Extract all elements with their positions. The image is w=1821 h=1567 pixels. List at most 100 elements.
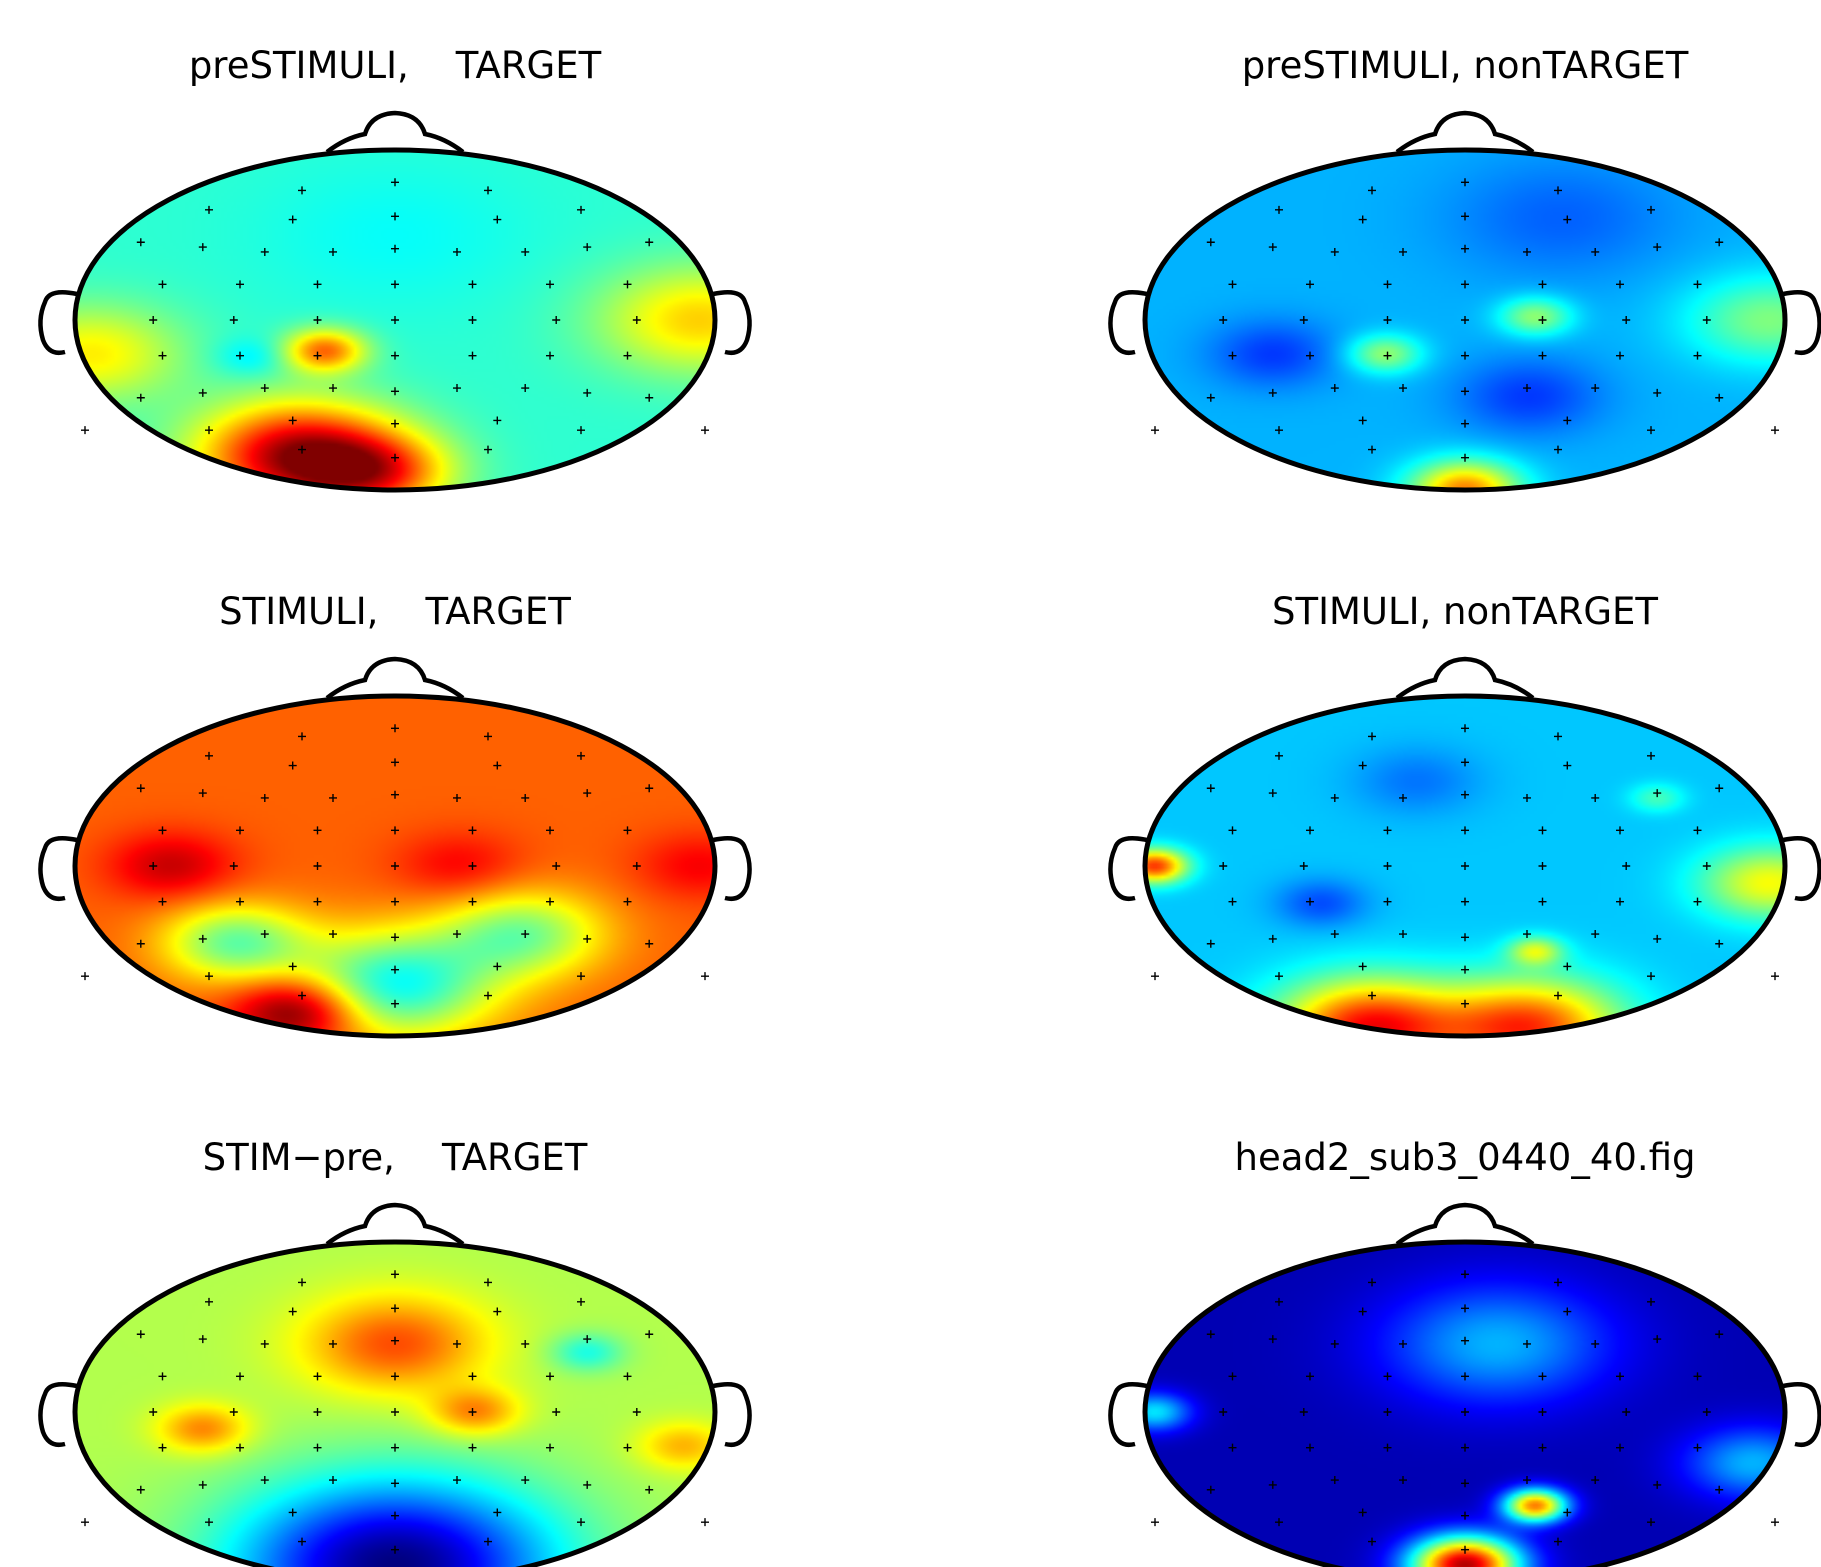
electrode-marker: [632, 1408, 641, 1416]
electrode-marker: [1538, 1408, 1547, 1416]
electrode-marker: [1275, 205, 1283, 214]
electrode-marker: [1653, 1335, 1662, 1344]
electrode-marker: [1358, 1508, 1367, 1517]
electrode-marker: [1538, 897, 1547, 906]
electrode-marker: [1693, 897, 1702, 906]
electrode-marker: [1693, 1443, 1702, 1452]
electrode-marker: [1461, 1304, 1469, 1313]
right-ear-outline: [712, 290, 752, 355]
electrode-marker: [149, 862, 158, 870]
electrode-marker: [1228, 897, 1237, 906]
electrode-marker: [236, 1372, 244, 1381]
electrode-marker: [1647, 972, 1655, 981]
electrode-marker: [136, 1330, 145, 1339]
electrode-marker: [1330, 1476, 1339, 1485]
electrode-marker: [1268, 243, 1277, 252]
electrode-marker: [81, 972, 89, 981]
head-map: [1108, 1202, 1821, 1567]
electrode-marker: [1206, 1330, 1215, 1339]
electrode-marker: [521, 1476, 530, 1485]
electrode-marker: [623, 351, 632, 360]
electrode-marker: [1461, 862, 1469, 870]
electrode-marker: [1306, 280, 1314, 289]
electrode-marker: [298, 1278, 306, 1287]
electrode-marker: [81, 426, 89, 435]
electrode-marker: [1538, 1443, 1547, 1452]
electrode-marker: [484, 445, 492, 454]
electrode-marker: [1622, 1408, 1631, 1416]
electrode-marker: [1554, 991, 1562, 1000]
electrode-marker: [236, 280, 244, 289]
electrode-marker: [1461, 897, 1469, 906]
electrode-marker: [521, 793, 530, 802]
electrode-marker: [1268, 1480, 1277, 1489]
head-map: [38, 656, 752, 1039]
electrode-marker: [1702, 862, 1711, 870]
electrode-marker: [1151, 426, 1159, 435]
electrode-marker: [1616, 826, 1624, 835]
electrode-marker: [391, 1270, 399, 1279]
electrode-marker: [623, 1443, 632, 1452]
electrode-marker: [1219, 316, 1228, 324]
electrode-marker: [391, 1408, 399, 1416]
electrode-marker: [313, 826, 322, 835]
electrode-marker: [298, 445, 306, 454]
electrode-marker: [260, 1339, 269, 1348]
electrode-marker: [288, 1307, 297, 1316]
panel-title: STIMULI, TARGET: [219, 590, 571, 633]
electrode-marker: [484, 186, 492, 195]
electrode-marker: [552, 1408, 561, 1416]
electrode-marker: [158, 826, 167, 835]
electrode-marker: [1461, 351, 1469, 360]
head-map: [1108, 110, 1821, 493]
electrode-marker: [288, 1508, 297, 1517]
electrode-marker: [1653, 1480, 1662, 1489]
electrode-marker: [391, 316, 399, 324]
electrode-marker: [1616, 1443, 1624, 1452]
electrode-marker: [1268, 1335, 1277, 1344]
electrode-marker: [1622, 316, 1631, 324]
electrode-marker: [391, 724, 399, 733]
electrode-marker: [158, 1372, 167, 1381]
electrode-marker: [391, 758, 399, 767]
electrode-marker: [1275, 1518, 1283, 1527]
electrode-marker: [577, 751, 585, 760]
electrode-marker: [1330, 930, 1339, 939]
electrode-marker: [158, 280, 167, 289]
electrode-marker: [521, 384, 530, 393]
electrode-marker: [205, 205, 213, 214]
electrode-marker: [391, 1479, 399, 1488]
electrode-marker: [1461, 178, 1469, 187]
electrode-marker: [1647, 205, 1655, 214]
electrode-marker: [1563, 761, 1572, 770]
right-ear-outline: [712, 1382, 752, 1447]
electrode-marker: [577, 972, 585, 981]
electrode-marker: [493, 1307, 502, 1316]
electrode-marker: [1461, 244, 1469, 253]
electrode-marker: [1622, 862, 1631, 870]
electrode-marker: [1715, 393, 1724, 402]
electrode-marker: [1399, 247, 1407, 256]
electrode-marker: [1554, 1537, 1562, 1546]
electrode-marker: [1358, 1307, 1367, 1316]
head-outline: [72, 1239, 718, 1567]
electrode-marker: [288, 962, 297, 971]
electrode-marker: [136, 1485, 145, 1494]
electrode-marker: [158, 351, 167, 360]
electrode-marker: [1563, 416, 1572, 425]
electrode-marker: [577, 205, 585, 214]
right-ear-outline: [1782, 290, 1821, 355]
electrode-marker: [1461, 933, 1469, 942]
electrode-marker: [1306, 826, 1314, 835]
electrode-marker: [1275, 1297, 1283, 1306]
electrode-marker: [468, 826, 477, 835]
electrode-marker: [1715, 1485, 1724, 1494]
electrode-marker: [1461, 419, 1469, 428]
electrode-marker: [583, 1480, 592, 1489]
electrode-marker: [391, 212, 399, 221]
electrode-marker: [645, 393, 654, 402]
electrode-marker: [391, 790, 399, 799]
electrode-marker: [1647, 1297, 1655, 1306]
electrode-marker: [1523, 793, 1531, 802]
electrode-marker: [1368, 1537, 1376, 1546]
